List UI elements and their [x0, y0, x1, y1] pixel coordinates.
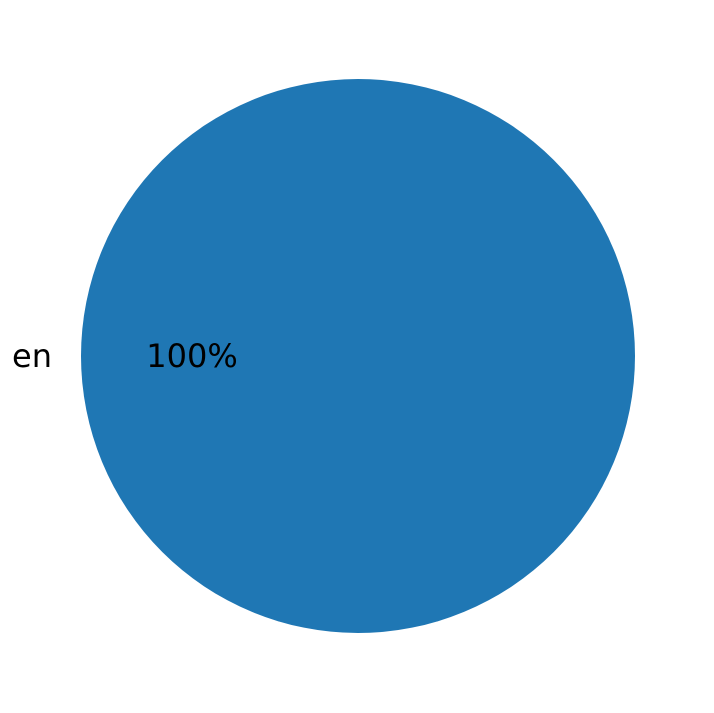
slice-label-en: en	[12, 337, 52, 375]
pie-slice-en	[81, 79, 635, 633]
slice-pct-en: 100%	[146, 337, 237, 375]
